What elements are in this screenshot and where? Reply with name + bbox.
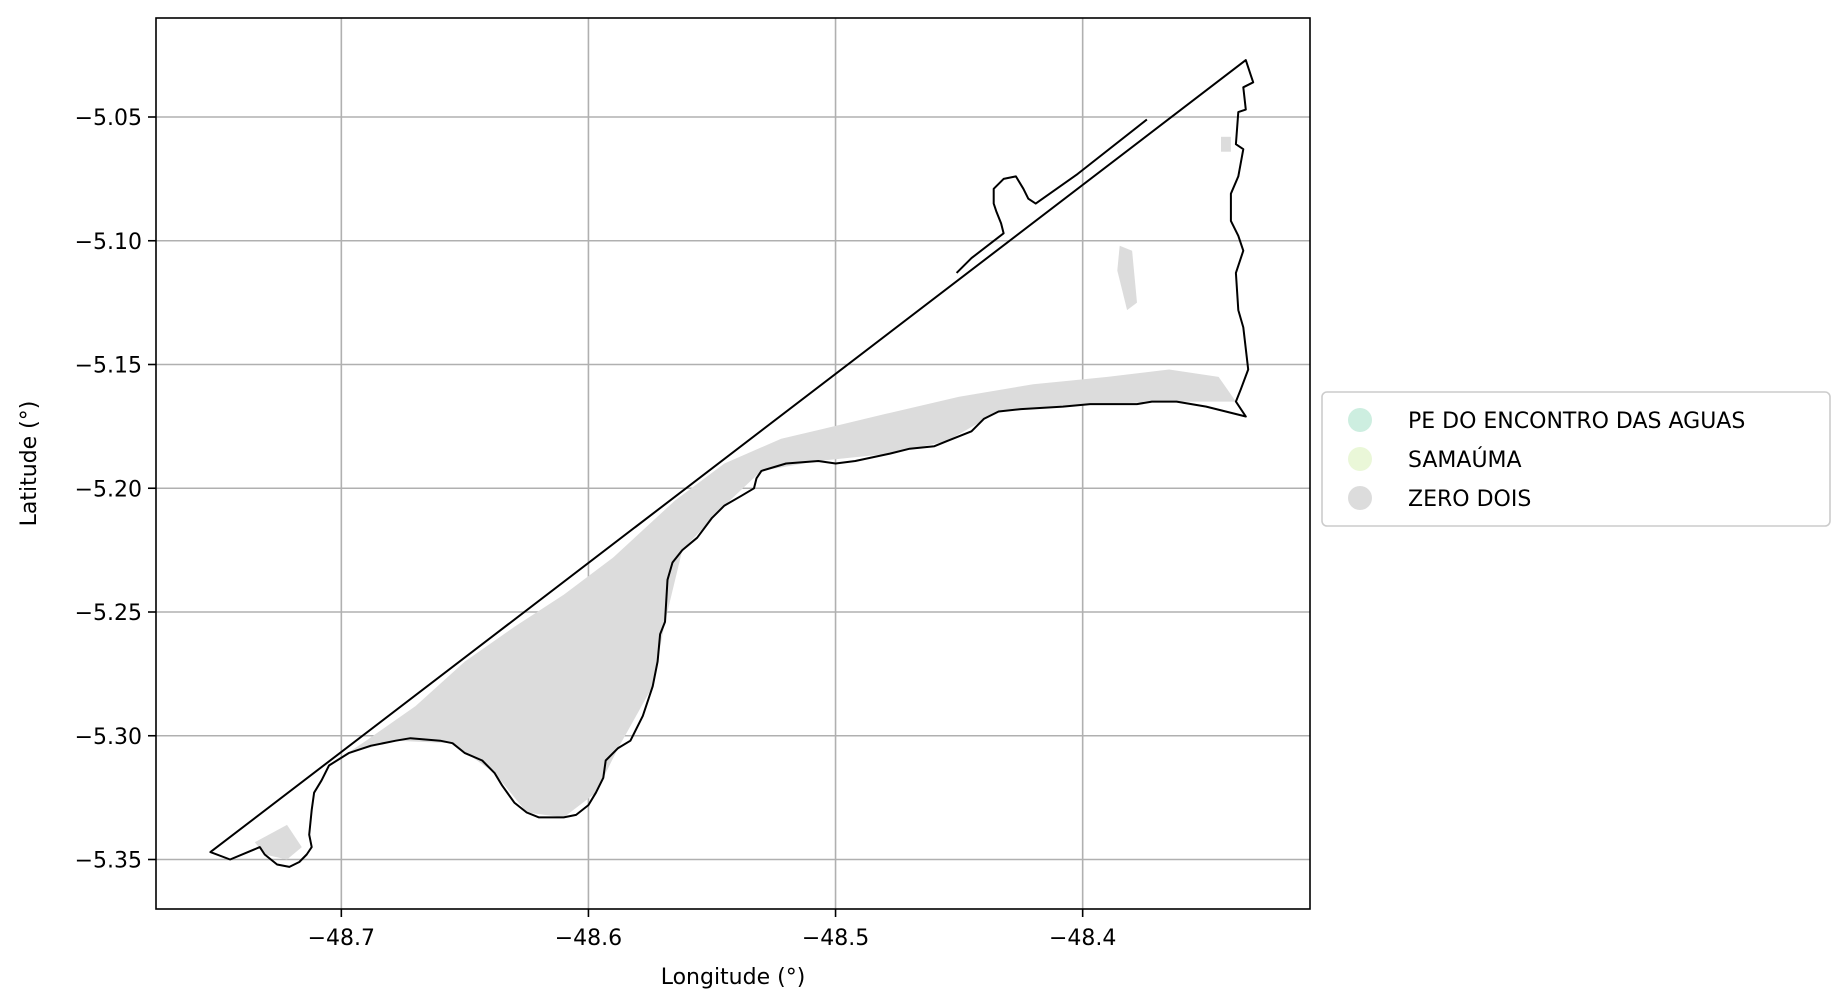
- legend-entry: ZERO DOIS: [1408, 487, 1531, 512]
- legend-entry: SAMAÚMA: [1408, 447, 1522, 473]
- y-tick-label: −5.05: [75, 106, 142, 131]
- x-axis-ticks: −48.7 −48.6 −48.5 −48.4: [308, 909, 1116, 951]
- x-axis-label: Longitude (°): [661, 965, 806, 990]
- area-boundary: [209, 59, 1255, 868]
- area-boundary-notch: [955, 118, 1148, 274]
- zero-dois-patch: [254, 824, 302, 860]
- y-tick-label: −5.15: [75, 354, 142, 379]
- zero-dois-fill: [329, 369, 1236, 818]
- y-tick-label: −5.25: [75, 601, 142, 626]
- y-tick-label: −5.30: [75, 725, 142, 750]
- zero-dois-patch: [1117, 245, 1137, 311]
- legend-marker: [1348, 486, 1372, 510]
- y-axis-label: Latitude (°): [17, 401, 42, 527]
- y-tick-label: −5.20: [75, 477, 142, 502]
- zero-dois-patch: [1221, 136, 1231, 152]
- plot-area: [155, 17, 1311, 910]
- y-tick-label: −5.10: [75, 230, 142, 255]
- x-tick-label: −48.5: [802, 926, 869, 951]
- x-tick-label: −48.4: [1049, 926, 1116, 951]
- x-tick-label: −48.6: [555, 926, 622, 951]
- legend-box: [1321, 391, 1831, 527]
- boundary-layer: [209, 59, 1255, 868]
- legend-entry: PE DO ENCONTRO DAS AGUAS: [1408, 409, 1745, 434]
- y-axis-ticks: −5.05 −5.10 −5.15 −5.20 −5.25 −5.30 −5.35: [75, 106, 156, 874]
- legend-marker: [1348, 408, 1372, 432]
- x-tick-label: −48.7: [308, 926, 375, 951]
- legend-marker: [1348, 447, 1372, 471]
- plot-frame: [155, 17, 1311, 910]
- y-tick-label: −5.35: [75, 849, 142, 874]
- legend: PE DO ENCONTRO DAS AGUAS SAMAÚMA ZERO DOIS: [1321, 391, 1831, 527]
- zero-dois-region: [254, 136, 1236, 860]
